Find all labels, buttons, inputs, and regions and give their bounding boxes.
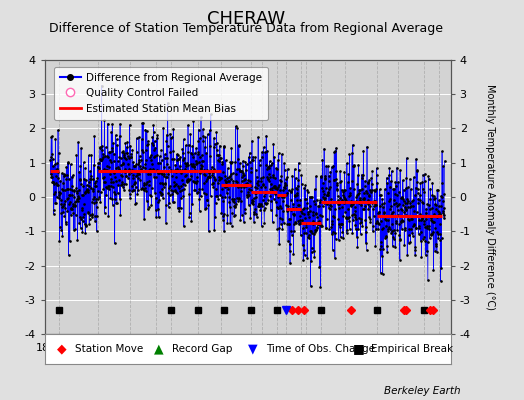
Text: Difference of Station Temperature Data from Regional Average: Difference of Station Temperature Data f… [49, 22, 443, 35]
Text: Time of Obs. Change: Time of Obs. Change [266, 344, 375, 354]
Text: Berkeley Earth: Berkeley Earth [385, 386, 461, 396]
Text: Record Gap: Record Gap [172, 344, 233, 354]
Text: Empirical Break: Empirical Break [372, 344, 454, 354]
Text: ◆: ◆ [57, 342, 67, 356]
Legend: Difference from Regional Average, Quality Control Failed, Estimated Station Mean: Difference from Regional Average, Qualit… [54, 66, 268, 120]
Text: ■: ■ [353, 342, 365, 356]
Text: CHERAW: CHERAW [207, 10, 286, 28]
Text: ▼: ▼ [247, 342, 257, 356]
Text: ▲: ▲ [154, 342, 164, 356]
Text: Station Move: Station Move [75, 344, 143, 354]
Y-axis label: Monthly Temperature Anomaly Difference (°C): Monthly Temperature Anomaly Difference (… [485, 84, 495, 310]
